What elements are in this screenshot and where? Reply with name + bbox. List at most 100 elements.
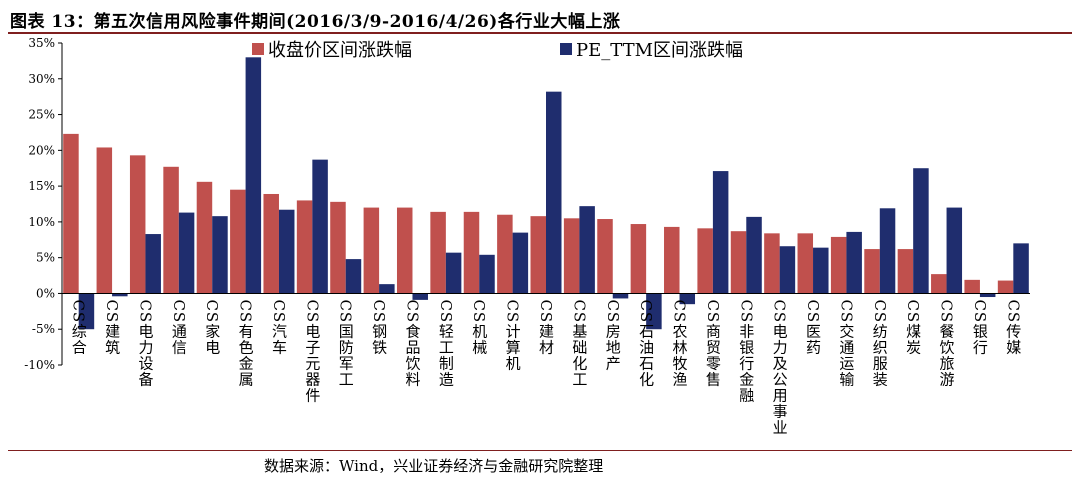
figure-source: 数据来源：Wind，兴业证券经济与金融研究院整理 xyxy=(264,457,604,475)
category-label: CS房地产 xyxy=(604,299,622,371)
bar-2 xyxy=(612,293,629,299)
category-label: CS国防军工 xyxy=(337,299,355,387)
bar-1 xyxy=(597,219,613,294)
bar-2 xyxy=(913,168,929,294)
category-label: CS餐饮旅游 xyxy=(938,299,956,387)
bar-2 xyxy=(278,209,295,294)
bar-1 xyxy=(296,200,313,294)
bar-1 xyxy=(697,228,713,294)
legend-swatch-2 xyxy=(560,43,572,55)
bar-2 xyxy=(946,207,963,294)
bar-2 xyxy=(846,231,862,294)
category-label: CS商贸零售 xyxy=(704,299,722,387)
bar-1 xyxy=(63,133,79,294)
bar-2 xyxy=(779,246,796,294)
bar-2 xyxy=(712,171,729,294)
bar-1 xyxy=(664,226,680,294)
bar-2 xyxy=(546,91,562,294)
category-label: CS建材 xyxy=(537,299,555,355)
bar-1 xyxy=(764,233,780,294)
bar-2 xyxy=(1013,243,1029,294)
bar-1 xyxy=(830,236,847,294)
category-label: CS有色金属 xyxy=(237,299,255,387)
category-label: CS电力及公用事业 xyxy=(771,299,789,435)
category-label: CS电力设备 xyxy=(136,299,154,387)
bar-1 xyxy=(497,214,513,294)
category-label: CS食品饮料 xyxy=(403,299,421,387)
bar-1 xyxy=(196,181,213,294)
y-tick-label: -10% xyxy=(24,358,55,372)
category-label: CS交通运输 xyxy=(837,299,855,387)
bar-1 xyxy=(330,201,346,294)
bar-2 xyxy=(646,293,662,330)
y-tick-label: 30% xyxy=(28,72,55,86)
legend-label-1: 收盘价区间涨跌幅 xyxy=(268,40,412,61)
bar-2 xyxy=(245,57,262,294)
bar-1 xyxy=(897,249,914,294)
y-tick-label: 15% xyxy=(28,179,55,193)
figure-title: 图表 13：第五次信用风险事件期间(2016/3/9-2016/4/26)各行业… xyxy=(10,12,621,32)
category-label: CS建筑 xyxy=(103,299,121,355)
figure-footer-rule xyxy=(8,450,1072,451)
bar-1 xyxy=(163,166,179,294)
category-label: CS轻工制造 xyxy=(437,299,455,387)
y-tick-label: 20% xyxy=(28,143,55,157)
bar-1 xyxy=(964,279,980,294)
bar-1 xyxy=(997,280,1014,294)
y-tick-label: -5% xyxy=(32,322,55,336)
figure-header: 图表 13：第五次信用风险事件期间(2016/3/9-2016/4/26)各行业… xyxy=(8,4,1072,34)
y-tick-label: 35% xyxy=(28,36,55,50)
category-label: CS纺织服装 xyxy=(871,299,889,387)
category-label: CS农林牧渔 xyxy=(671,299,689,387)
bar-2 xyxy=(879,208,896,294)
bar-2 xyxy=(312,159,328,294)
y-tick-label: 0% xyxy=(36,286,55,300)
bar-1 xyxy=(263,193,279,294)
category-label: CS石油石化 xyxy=(637,299,655,387)
bar-1 xyxy=(530,216,546,294)
category-label: CS汽车 xyxy=(270,299,288,355)
bar-2 xyxy=(178,212,195,294)
bar-2 xyxy=(445,252,462,294)
bar-1 xyxy=(797,233,814,294)
category-label: CS电子元器件 xyxy=(303,299,321,403)
legend-swatch-1 xyxy=(252,43,264,55)
bar-1 xyxy=(96,147,113,294)
bar-1 xyxy=(230,189,246,294)
bar-1 xyxy=(931,274,947,294)
bar-2 xyxy=(345,259,362,294)
bar-2 xyxy=(212,216,228,294)
bar-2 xyxy=(813,247,829,294)
category-label: CS银行 xyxy=(971,299,989,355)
bar-chart: -10% -5% 0% 5% 10% 15% 20% 25% 30% 35% CS综合 CS建筑 CS电… xyxy=(24,36,1030,435)
y-tick-label: 10% xyxy=(28,215,55,229)
bar-2 xyxy=(746,216,762,294)
bar-2 xyxy=(479,254,495,294)
category-label: CS家电 xyxy=(203,299,221,355)
bar-2 xyxy=(579,206,595,294)
category-label: CS煤炭 xyxy=(904,299,922,355)
bar-1 xyxy=(396,207,413,294)
bar-1 xyxy=(563,218,580,294)
category-label: CS非银行金融 xyxy=(737,299,755,403)
category-label: CS机械 xyxy=(470,299,488,355)
bar-2 xyxy=(512,232,529,294)
y-tick-label: 5% xyxy=(36,251,55,265)
bar-1 xyxy=(363,207,380,294)
bar-1 xyxy=(730,231,747,294)
category-label: CS基础化工 xyxy=(570,299,588,387)
bar-2 xyxy=(679,293,696,305)
bar-2 xyxy=(78,293,95,330)
bar-2 xyxy=(112,293,128,297)
y-tick-label: 25% xyxy=(28,108,55,122)
bar-1 xyxy=(129,155,146,294)
bar-2 xyxy=(412,293,428,300)
bar-1 xyxy=(463,211,480,294)
bar-1 xyxy=(864,249,880,294)
bar-1 xyxy=(430,211,446,294)
category-label: CS医药 xyxy=(804,299,822,355)
category-label: CS计算机 xyxy=(504,299,522,371)
category-label: CS钢铁 xyxy=(370,299,388,355)
legend-label-2: PE_TTM区间涨跌幅 xyxy=(576,40,743,61)
category-label: CS综合 xyxy=(70,299,88,355)
